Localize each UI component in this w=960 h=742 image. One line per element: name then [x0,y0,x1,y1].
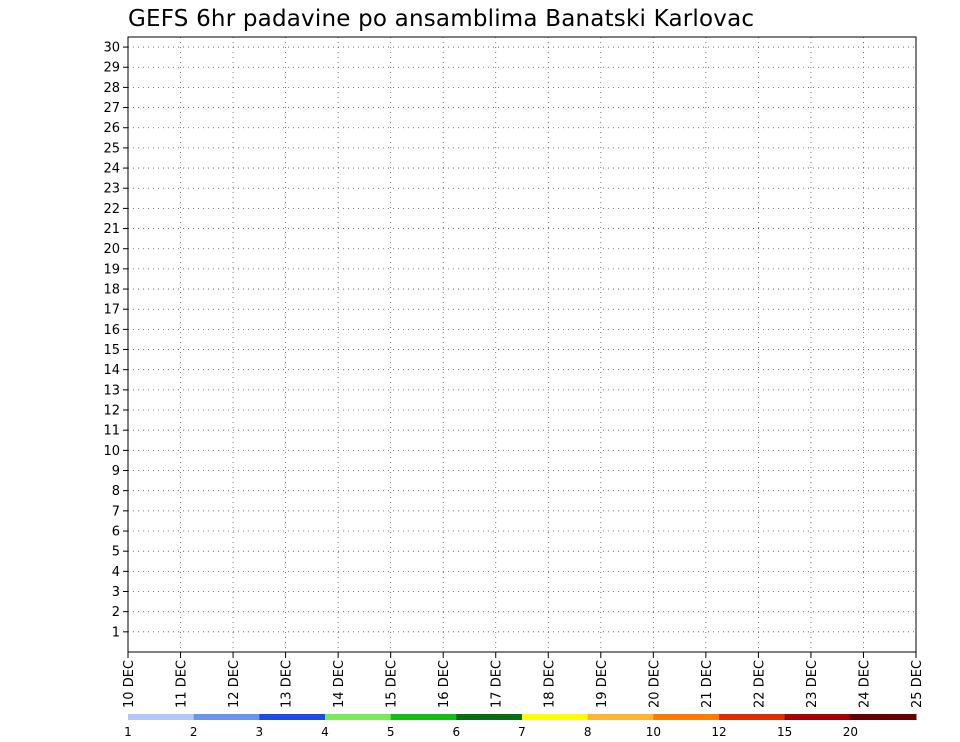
colorbar-label: 20 [843,725,858,739]
x-tick-label: 24 DEC [857,660,872,708]
x-axis-ticks: 10 DEC 11 DEC 12 DEC 13 DEC 14 DEC 15 DEC 16 D… [122,652,925,708]
y-tick-label: 7 [112,504,120,519]
x-tick-label: 17 DEC [490,660,505,708]
plot-frame [127,36,917,653]
x-tick-label: 11 DEC [175,660,190,708]
x-tick-label: 20 DEC [647,660,662,708]
y-tick-label: 6 [112,525,120,540]
y-tick-label: 8 [112,484,120,499]
x-tick-label: 25 DEC [910,660,925,708]
colorbar-label: 3 [256,725,264,739]
x-tick-label: 14 DEC [332,660,347,708]
x-tick-label: 18 DEC [542,660,557,708]
y-tick-label: 28 [103,81,120,96]
colorbar-swatch [587,714,654,720]
x-tick-label: 12 DEC [227,660,242,708]
y-tick-label: 5 [112,545,120,560]
y-tick-label: 2 [112,605,120,620]
y-tick-label: 23 [103,182,120,197]
x-tick-label: 13 DEC [280,660,295,708]
y-tick-label: 1 [112,625,120,640]
grid-lines [128,37,916,652]
colorbar-swatch [522,714,589,720]
y-tick-label: 13 [103,383,120,398]
chart-title: GEFS 6hr padavine po ansamblima Banatski… [128,6,755,32]
x-tick-label: 22 DEC [752,660,767,708]
x-tick-label: 19 DEC [595,660,610,708]
y-tick-label: 29 [103,61,120,76]
colorbar-label: 4 [321,725,329,739]
colorbar-swatch [128,714,195,720]
x-tick-label: 10 DEC [122,660,137,708]
y-tick-label: 20 [103,242,120,257]
x-tick-label: 23 DEC [805,660,820,708]
x-tick-label: 16 DEC [437,660,452,708]
y-tick-label: 26 [103,121,120,136]
y-tick-label: 18 [103,283,120,298]
colorbar-swatch [456,714,523,720]
colorbar-label: 5 [387,725,395,739]
y-tick-label: 10 [103,444,120,459]
x-tick-label: 21 DEC [700,660,715,708]
colorbar-swatch [193,714,260,720]
colorbar-label: 10 [646,725,661,739]
colorbar-swatch [653,714,720,720]
y-tick-label: 30 [103,41,120,56]
colorbar-label: 1 [124,725,132,739]
colorbar-swatch [719,714,786,720]
y-tick-label: 9 [112,464,120,479]
colorbar: 1 2 3 4 5 6 7 8 10 12 15 20 [124,714,917,739]
colorbar-label: 8 [584,725,592,739]
colorbar-label: 7 [518,725,526,739]
y-axis-ticks: 1234567891011121314151617181920212223242… [103,41,128,640]
colorbar-label: 12 [711,725,726,739]
y-tick-label: 14 [103,363,120,378]
y-tick-label: 3 [112,585,120,600]
y-tick-label: 21 [103,222,120,237]
colorbar-swatch [850,714,917,720]
y-tick-label: 16 [103,323,120,338]
y-tick-label: 19 [103,262,120,277]
colorbar-swatch [390,714,457,720]
y-tick-label: 11 [103,424,120,439]
colorbar-label: 6 [453,725,461,739]
colorbar-swatch [259,714,326,720]
y-tick-label: 15 [103,343,120,358]
colorbar-swatch [784,714,851,720]
y-tick-label: 17 [103,303,120,318]
colorbar-label: 2 [190,725,198,739]
y-tick-label: 24 [103,162,120,177]
y-tick-label: 12 [103,404,120,419]
colorbar-label: 15 [777,725,792,739]
y-tick-label: 27 [103,101,120,116]
y-tick-label: 4 [112,565,120,580]
colorbar-swatch [325,714,392,720]
x-tick-label: 15 DEC [385,660,400,708]
y-tick-label: 22 [103,202,120,217]
y-tick-label: 25 [103,141,120,156]
